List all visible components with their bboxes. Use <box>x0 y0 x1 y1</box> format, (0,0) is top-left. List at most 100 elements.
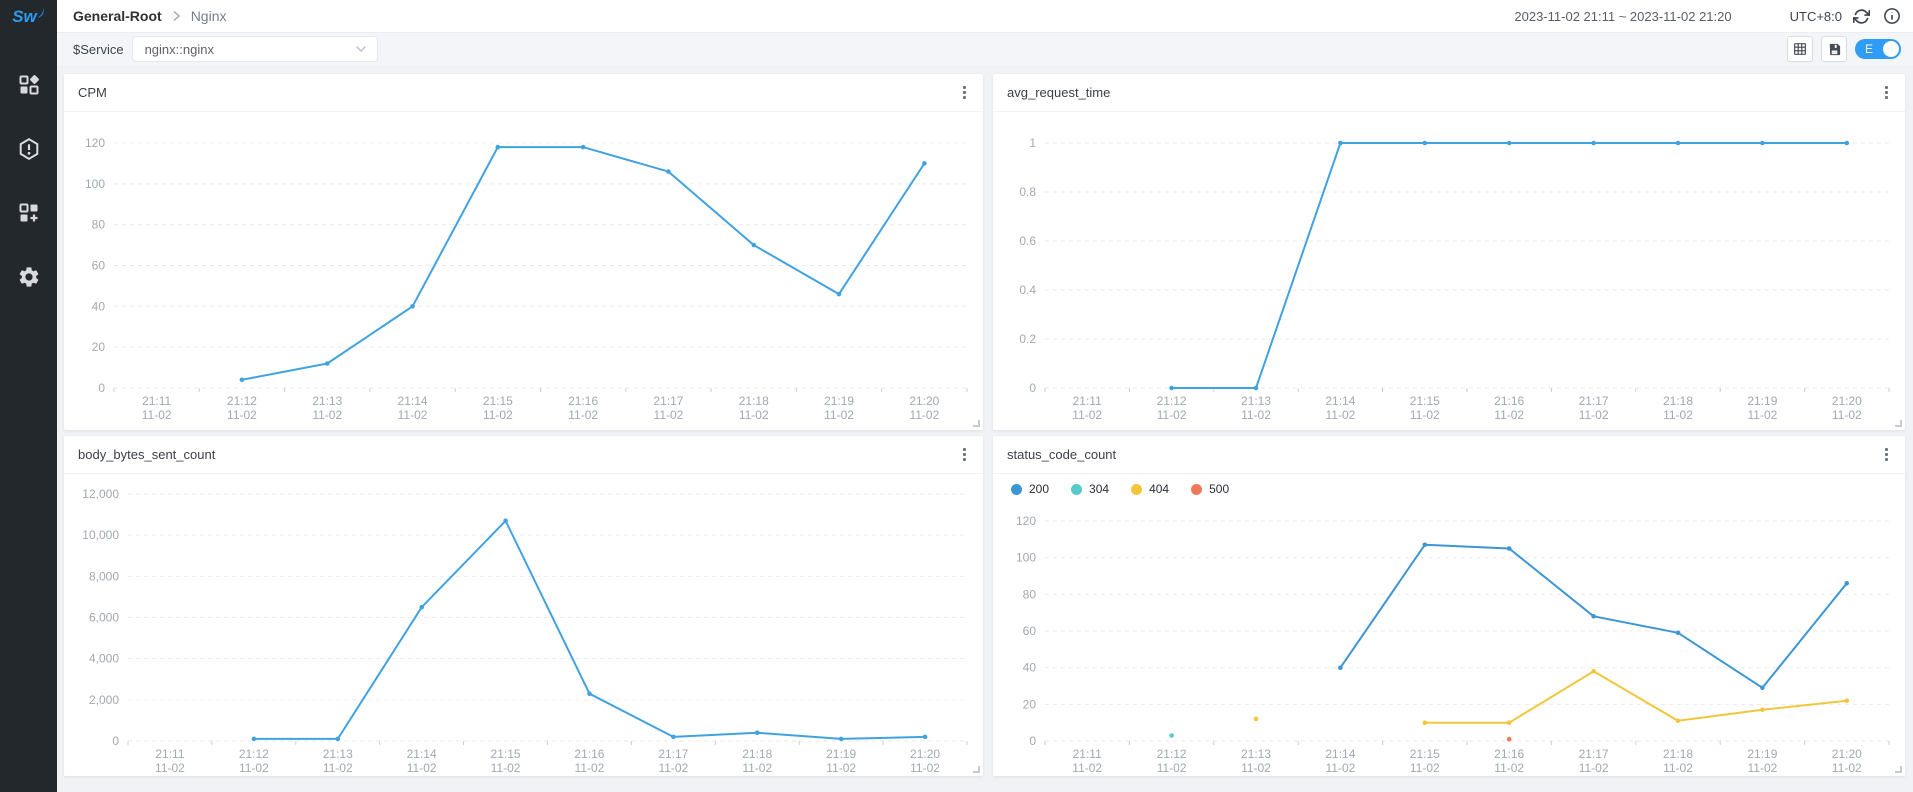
legend-label: 500 <box>1209 482 1230 496</box>
svg-text:21:15: 21:15 <box>1410 394 1440 408</box>
svg-text:21:12: 21:12 <box>1157 747 1187 761</box>
chart-legend: 200 304 404 500 <box>993 474 1905 504</box>
widget-menu-button[interactable] <box>958 444 971 465</box>
svg-text:21:11: 21:11 <box>1073 394 1102 408</box>
svg-text:2,000: 2,000 <box>89 693 119 707</box>
svg-text:21:15: 21:15 <box>1410 747 1440 761</box>
svg-text:21:18: 21:18 <box>742 747 772 761</box>
edit-toggle-label: E <box>1865 42 1874 56</box>
svg-text:0.4: 0.4 <box>1019 283 1036 297</box>
svg-text:40: 40 <box>1023 661 1037 675</box>
svg-text:8,000: 8,000 <box>89 569 119 583</box>
breadcrumb-current: Nginx <box>190 8 227 24</box>
status-code-count-chart[interactable]: 02040608010012021:1111-0221:1211-0221:13… <box>993 504 1905 776</box>
svg-text:21:12: 21:12 <box>1157 394 1187 408</box>
svg-text:11-02: 11-02 <box>1747 408 1777 422</box>
widget-menu-button[interactable] <box>1880 82 1893 103</box>
sidebar-item-settings[interactable] <box>15 263 43 291</box>
svg-text:11-02: 11-02 <box>155 761 185 775</box>
svg-text:11-02: 11-02 <box>575 761 605 775</box>
widget-title-status-code-count: status_code_count <box>1007 447 1117 462</box>
app-logo[interactable]: Sw <box>12 7 45 31</box>
svg-text:11-02: 11-02 <box>1494 408 1524 422</box>
legend-item-500[interactable]: 500 <box>1191 482 1229 496</box>
resize-handle[interactable] <box>973 766 980 773</box>
legend-item-404[interactable]: 404 <box>1131 482 1169 496</box>
svg-text:40: 40 <box>92 299 106 313</box>
svg-text:21:12: 21:12 <box>239 747 269 761</box>
widget-status-code-count: status_code_count 200 304 404 500 0 20 40 60 80… <box>993 436 1905 776</box>
sidebar-item-marketplace[interactable] <box>15 71 43 99</box>
legend-dot <box>1011 483 1022 495</box>
svg-text:11-02: 11-02 <box>1241 408 1271 422</box>
svg-text:11-02: 11-02 <box>239 761 269 775</box>
svg-text:20: 20 <box>1023 697 1037 711</box>
resize-handle[interactable] <box>1895 420 1902 427</box>
widget-menu-button[interactable] <box>958 82 971 103</box>
refresh-button[interactable] <box>1850 5 1872 27</box>
info-circle-icon <box>1884 8 1900 24</box>
chevron-down-icon <box>355 45 366 53</box>
resize-handle[interactable] <box>1895 766 1902 773</box>
svg-text:21:11: 21:11 <box>155 747 184 761</box>
svg-text:21:17: 21:17 <box>1579 394 1609 408</box>
svg-text:12,000: 12,000 <box>82 487 119 501</box>
apply-grid-button[interactable] <box>1787 36 1813 62</box>
svg-text:11-02: 11-02 <box>742 761 772 775</box>
info-button[interactable] <box>1881 5 1903 27</box>
widget-title-avg-request-time: avg_request_time <box>1007 85 1111 100</box>
svg-text:21:13: 21:13 <box>1241 747 1271 761</box>
svg-text:21:12: 21:12 <box>227 394 257 408</box>
svg-text:80: 80 <box>92 218 106 232</box>
svg-text:11-02: 11-02 <box>312 408 342 422</box>
svg-text:11-02: 11-02 <box>1663 408 1693 422</box>
svg-text:60: 60 <box>1023 624 1037 638</box>
svg-text:21:19: 21:19 <box>824 394 854 408</box>
service-select-value: nginx::nginx <box>144 41 214 57</box>
edit-mode-toggle[interactable]: E <box>1855 39 1901 59</box>
svg-text:11-02: 11-02 <box>909 408 939 422</box>
legend-dot <box>1191 483 1203 495</box>
body-bytes-sent-count-chart[interactable]: 02,0004,0006,0008,00010,00012,00021:1111… <box>64 474 983 776</box>
svg-text:21:19: 21:19 <box>1747 394 1777 408</box>
svg-text:21:20: 21:20 <box>910 747 940 761</box>
legend-item-304[interactable]: 304 <box>1071 482 1109 496</box>
svg-text:11-02: 11-02 <box>398 408 428 422</box>
svg-text:0: 0 <box>98 381 105 395</box>
svg-text:21:11: 21:11 <box>1073 747 1102 761</box>
svg-text:21:11: 21:11 <box>142 394 171 408</box>
svg-text:11-02: 11-02 <box>1663 761 1693 775</box>
time-range-picker[interactable]: 2023-11-02 21:11 ~ 2023-11-02 21:20 <box>1514 8 1732 24</box>
sidebar-item-dashboards[interactable] <box>15 199 43 227</box>
svg-text:21:13: 21:13 <box>312 394 342 408</box>
svg-text:120: 120 <box>1016 514 1036 528</box>
svg-text:21:20: 21:20 <box>1832 747 1862 761</box>
resize-handle[interactable] <box>973 420 980 427</box>
widget-menu-button[interactable] <box>1880 444 1893 465</box>
top-header: General-Root Nginx 2023-11-02 21:11 ~ 20… <box>57 0 1913 33</box>
gear-icon <box>19 267 38 287</box>
breadcrumb-root[interactable]: General-Root <box>73 8 162 24</box>
svg-text:0: 0 <box>1029 381 1036 395</box>
svg-text:80: 80 <box>1023 587 1037 601</box>
svg-text:21:16: 21:16 <box>568 394 598 408</box>
cpm-chart[interactable]: 02040608010012021:1111-0221:1211-0221:13… <box>64 112 983 430</box>
svg-text:20: 20 <box>92 340 106 354</box>
widget-cpm: CPM 0 20 40 60 80 100 120 21:11 11-02 21:12 11-02 2… <box>64 74 983 430</box>
avg-request-time-chart[interactable]: 00.20.40.60.8121:1111-0221:1211-0221:131… <box>993 112 1905 430</box>
svg-text:21:16: 21:16 <box>574 747 604 761</box>
svg-text:21:20: 21:20 <box>909 394 939 408</box>
sidebar-item-alerts[interactable] <box>15 135 43 163</box>
alert-hexagon-icon <box>19 138 38 160</box>
svg-text:11-02: 11-02 <box>1157 761 1187 775</box>
legend-dot <box>1131 483 1143 495</box>
header-right-group: 2023-11-02 21:11 ~ 2023-11-02 21:20 UTC+… <box>1514 5 1903 27</box>
save-button[interactable] <box>1821 36 1847 62</box>
svg-text:21:15: 21:15 <box>491 747 521 761</box>
service-select[interactable]: nginx::nginx <box>131 36 378 62</box>
svg-text:11-02: 11-02 <box>142 408 172 422</box>
svg-text:100: 100 <box>1016 551 1036 565</box>
svg-text:11-02: 11-02 <box>826 761 856 775</box>
svg-text:21:15: 21:15 <box>483 394 513 408</box>
legend-item-200[interactable]: 200 <box>1011 482 1049 496</box>
